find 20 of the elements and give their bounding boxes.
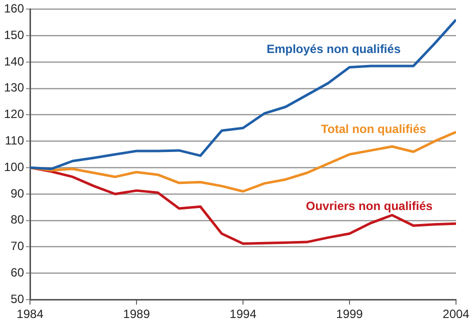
y-tick-label: 110 [4,134,24,148]
y-tick-label: 60 [10,266,24,280]
y-tick-label: 100 [4,160,24,174]
y-tick-label: 140 [4,54,24,68]
y-tick-label: 80 [10,212,24,227]
x-tick-label: 2004 [442,307,470,322]
y-tick-label: 160 [4,2,24,16]
series-label: Employés non qualifiés [266,42,401,56]
x-tick-label: 1999 [336,307,364,322]
y-tick-label: 150 [4,28,24,42]
y-tick-label: 70 [10,239,24,254]
y-tick-label: 50 [10,292,24,306]
y-tick-label: 120 [4,107,24,122]
x-tick-label: 1994 [230,307,257,322]
y-tick-label: 130 [4,80,24,95]
series-label: Total non qualifiés [321,122,426,136]
x-tick-label: 1984 [16,307,44,322]
series-label: Ouvriers non qualifiés [306,198,433,213]
y-tick-label: 90 [10,186,24,200]
x-tick-label: 1989 [123,307,150,322]
